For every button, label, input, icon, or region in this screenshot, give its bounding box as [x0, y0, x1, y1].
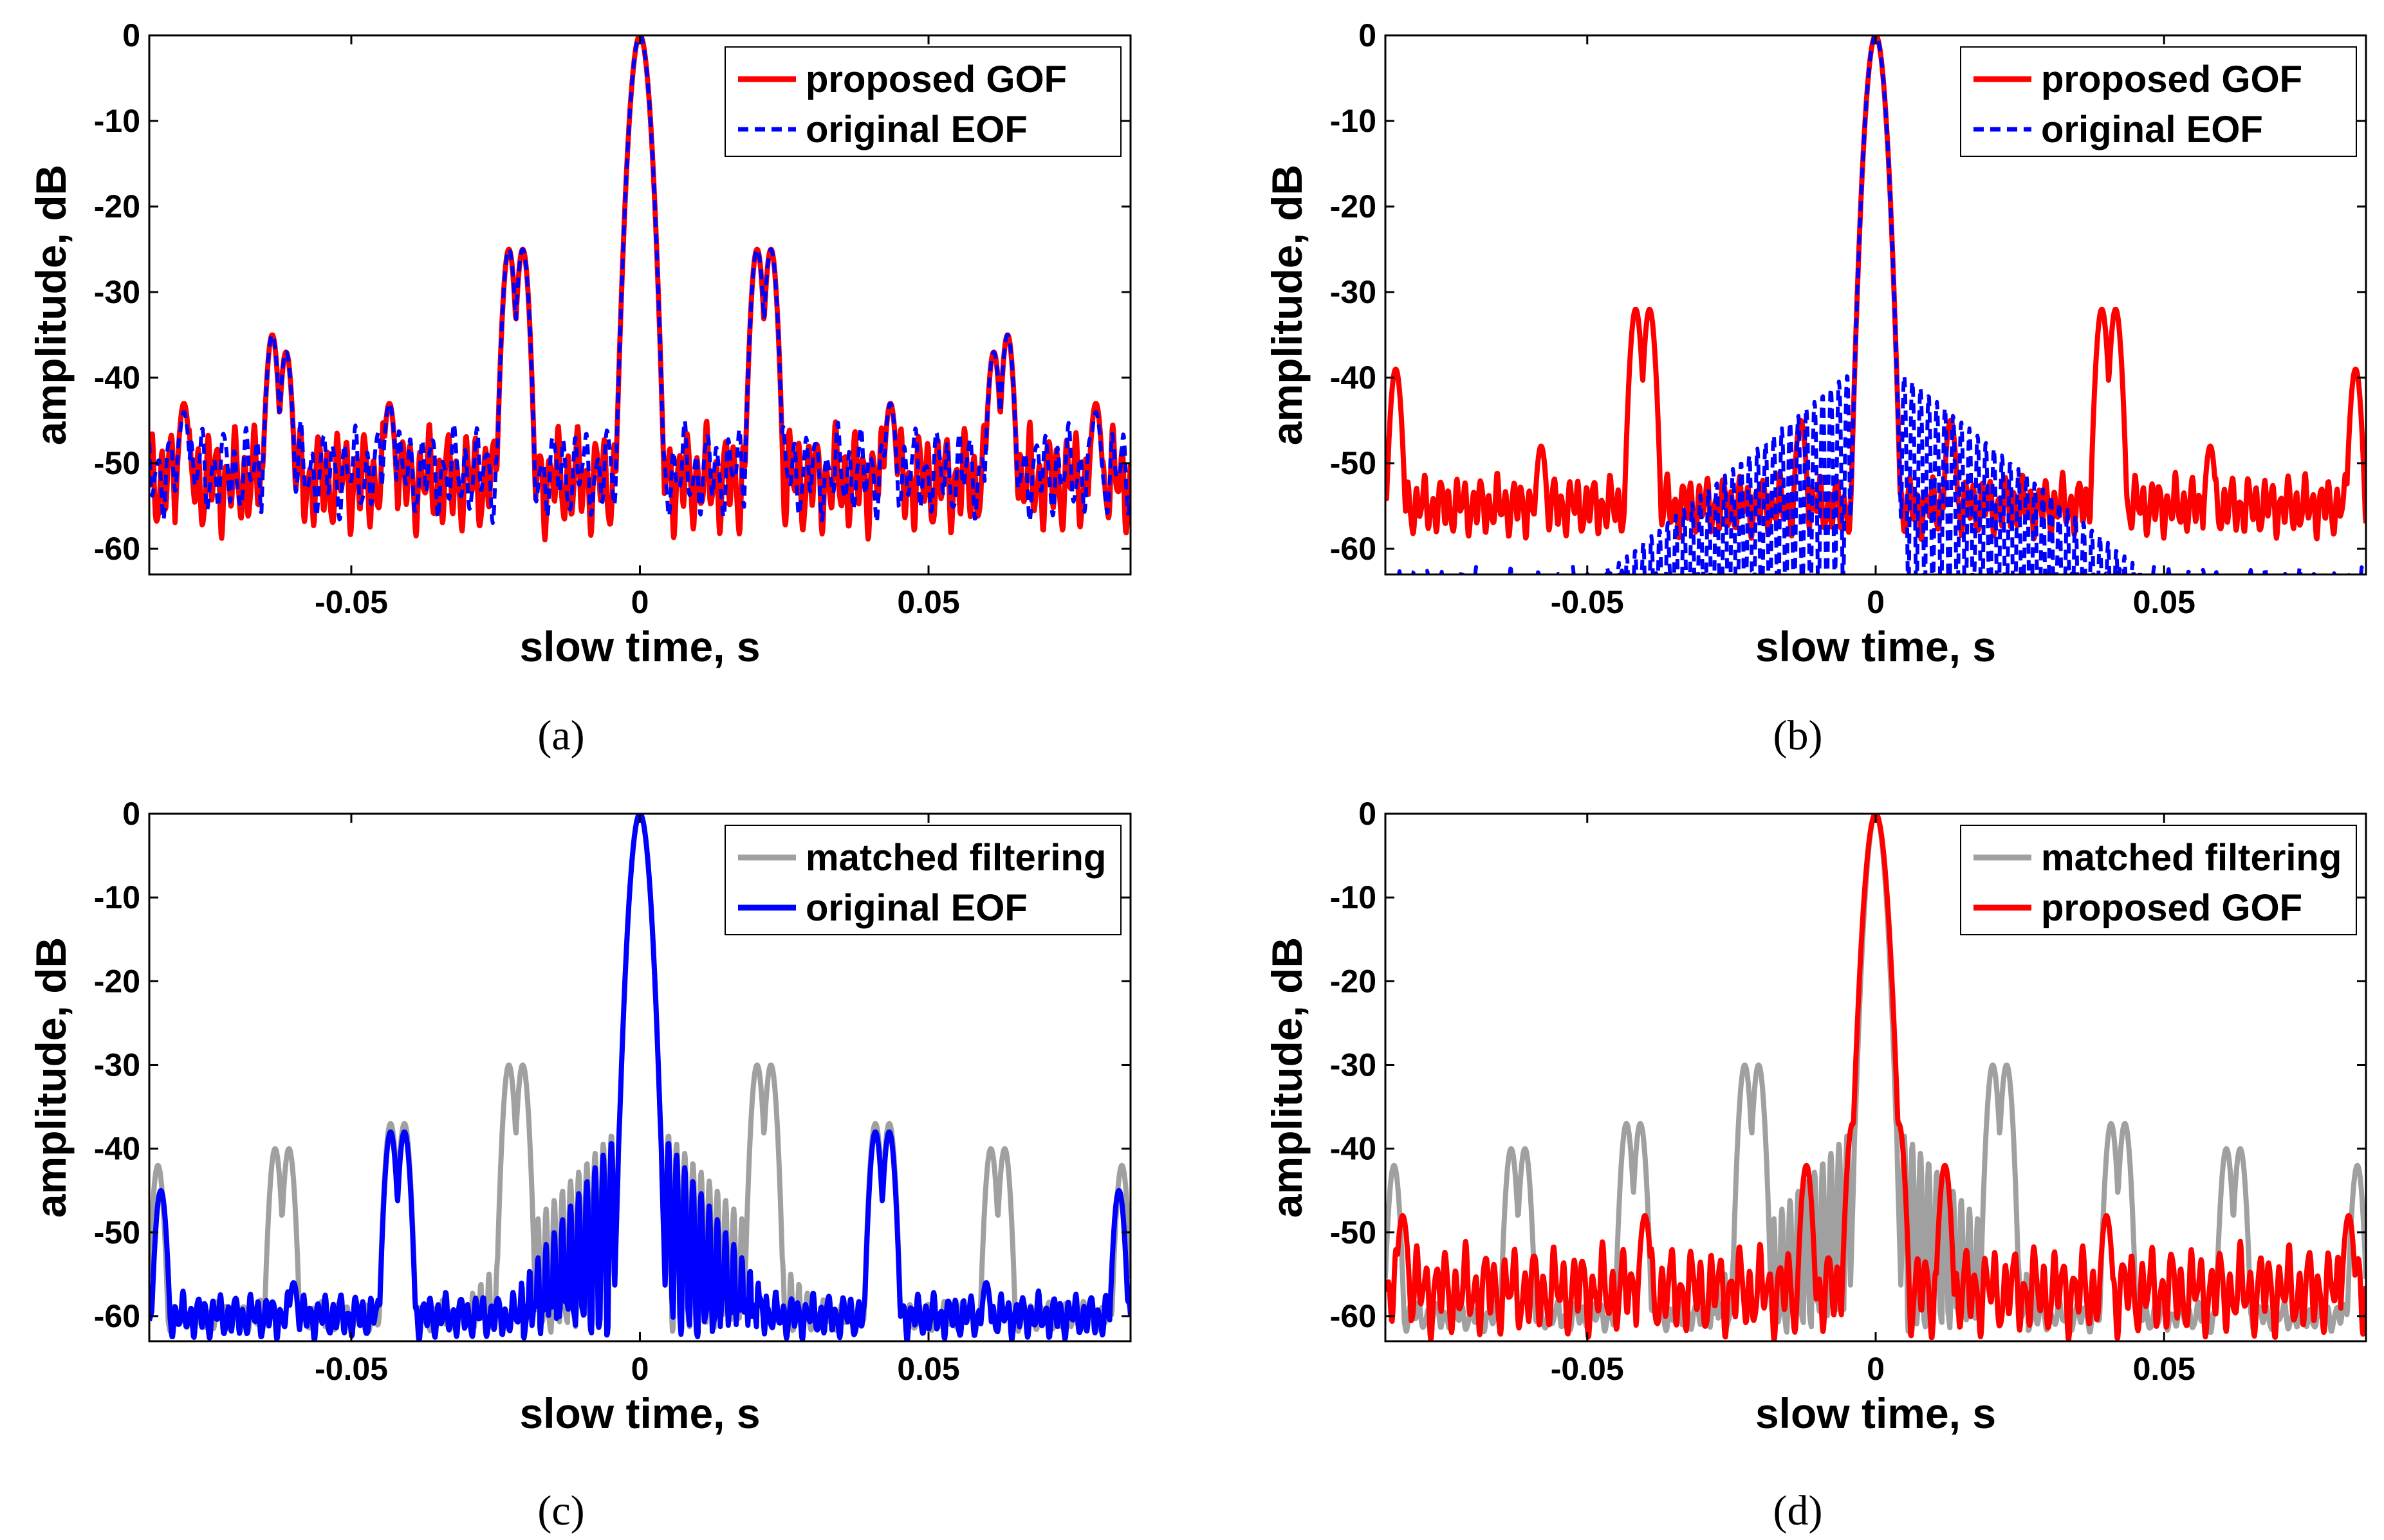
legend-entry: matched filtering	[806, 837, 1106, 879]
y-tick-label: -40	[1330, 360, 1376, 396]
y-tick-label: 0	[1358, 17, 1376, 53]
panel-caption: (b)	[1773, 712, 1823, 759]
y-tick-label: 0	[122, 796, 140, 832]
x-tick-label: -0.05	[315, 1351, 388, 1387]
legend-b: proposed GOF original EOF	[1960, 46, 2357, 157]
series-line-original-eof	[1397, 35, 2365, 574]
chart-panel-b: 0 -10 -20 -30 -40 -50 -60 -0.05 0 0.05 slow time, …	[1263, 17, 2367, 759]
x-tick-label: 0.05	[2133, 584, 2195, 620]
x-axis-label: slow time, s	[519, 1389, 760, 1437]
plot-area-d	[1385, 814, 2366, 1341]
series-line-original-eof	[149, 814, 1131, 1341]
legend-box	[725, 825, 1122, 935]
y-axis-label: amplitude, dB	[27, 165, 75, 445]
legend-entry: proposed GOF	[2041, 887, 2302, 929]
legend-entry: matched filtering	[2041, 837, 2342, 879]
x-axis-label: slow time, s	[519, 623, 760, 670]
plot-area-a	[149, 35, 1131, 543]
y-tick-label: -50	[94, 1215, 140, 1251]
x-tick-label: -0.05	[1551, 1351, 1624, 1387]
series-line-original-eof	[149, 35, 1131, 526]
y-tick-label: -30	[1330, 274, 1376, 310]
x-tick-label: 0.05	[897, 584, 959, 620]
legend-d: matched filtering proposed GOF	[1960, 825, 2357, 935]
plot-area-b	[1385, 35, 2366, 574]
x-tick-label: 0	[631, 584, 649, 620]
chart-panel-c: 0 -10 -20 -30 -40 -50 -60 -0.05 0 0.05 slow time, …	[27, 796, 1132, 1534]
y-tick-label: -20	[1330, 188, 1376, 225]
x-axis-label: slow time, s	[1755, 1389, 1996, 1437]
panel-caption: (c)	[537, 1487, 584, 1534]
x-tick-label: 0	[1867, 1351, 1885, 1387]
legend-box	[1960, 46, 2357, 157]
y-axis-label: amplitude, dB	[27, 937, 75, 1218]
legend-a: proposed GOF original EOF	[725, 46, 1122, 157]
y-tick-label: -60	[94, 531, 140, 567]
legend-entry: original EOF	[806, 109, 1028, 151]
y-tick-label: -20	[94, 188, 140, 225]
legend-box	[1960, 825, 2357, 935]
y-tick-label: -10	[94, 103, 140, 139]
y-tick-label: 0	[122, 17, 140, 53]
legend-box	[725, 46, 1122, 157]
y-tick-label: -20	[94, 963, 140, 999]
y-tick-label: -60	[1330, 1298, 1376, 1334]
y-tick-label: -30	[94, 1047, 140, 1083]
y-tick-label: -40	[94, 1131, 140, 1167]
x-axis-label: slow time, s	[1755, 623, 1996, 670]
x-tick-label: -0.05	[315, 584, 388, 620]
legend-entry: proposed GOF	[806, 59, 1067, 100]
x-tick-label: 0	[1867, 584, 1885, 620]
y-tick-label: -40	[94, 360, 140, 396]
y-tick-label: -50	[1330, 445, 1376, 481]
series-line-proposed-gof	[1385, 814, 2366, 1341]
y-tick-label: -60	[94, 1298, 140, 1334]
chart-panel-a: 0 -10 -20 -30 -40 -50 -60 -0.05 0 0.05 slow time, …	[27, 17, 1132, 759]
panel-caption: (d)	[1773, 1487, 1823, 1534]
y-tick-label: -20	[1330, 963, 1376, 999]
y-tick-label: -30	[94, 274, 140, 310]
y-tick-label: -40	[1330, 1131, 1376, 1167]
y-tick-label: -10	[1330, 103, 1376, 139]
y-axis-label: amplitude, dB	[1263, 937, 1311, 1218]
legend-entry: original EOF	[806, 887, 1028, 929]
legend-entry: proposed GOF	[2041, 59, 2302, 100]
y-tick-label: 0	[1358, 796, 1376, 832]
y-tick-label: -10	[94, 879, 140, 915]
x-tick-label: 0	[631, 1351, 649, 1387]
y-tick-label: -30	[1330, 1047, 1376, 1083]
panel-caption: (a)	[537, 712, 584, 759]
chart-panel-d: 0 -10 -20 -30 -40 -50 -60 -0.05 0 0.05 slow time, …	[1263, 796, 2367, 1534]
y-axis-label: amplitude, dB	[1263, 165, 1311, 445]
x-tick-label: 0.05	[2133, 1351, 2195, 1387]
x-tick-label: 0.05	[897, 1351, 959, 1387]
legend-entry: original EOF	[2041, 109, 2263, 151]
plot-area-c	[149, 814, 1131, 1341]
y-tick-label: -60	[1330, 531, 1376, 567]
y-tick-label: -10	[1330, 879, 1376, 915]
x-tick-label: -0.05	[1551, 584, 1624, 620]
y-tick-label: -50	[94, 445, 140, 481]
legend-c: matched filtering original EOF	[725, 825, 1122, 935]
series-line-proposed-gof	[1385, 35, 2366, 542]
y-tick-label: -50	[1330, 1215, 1376, 1251]
